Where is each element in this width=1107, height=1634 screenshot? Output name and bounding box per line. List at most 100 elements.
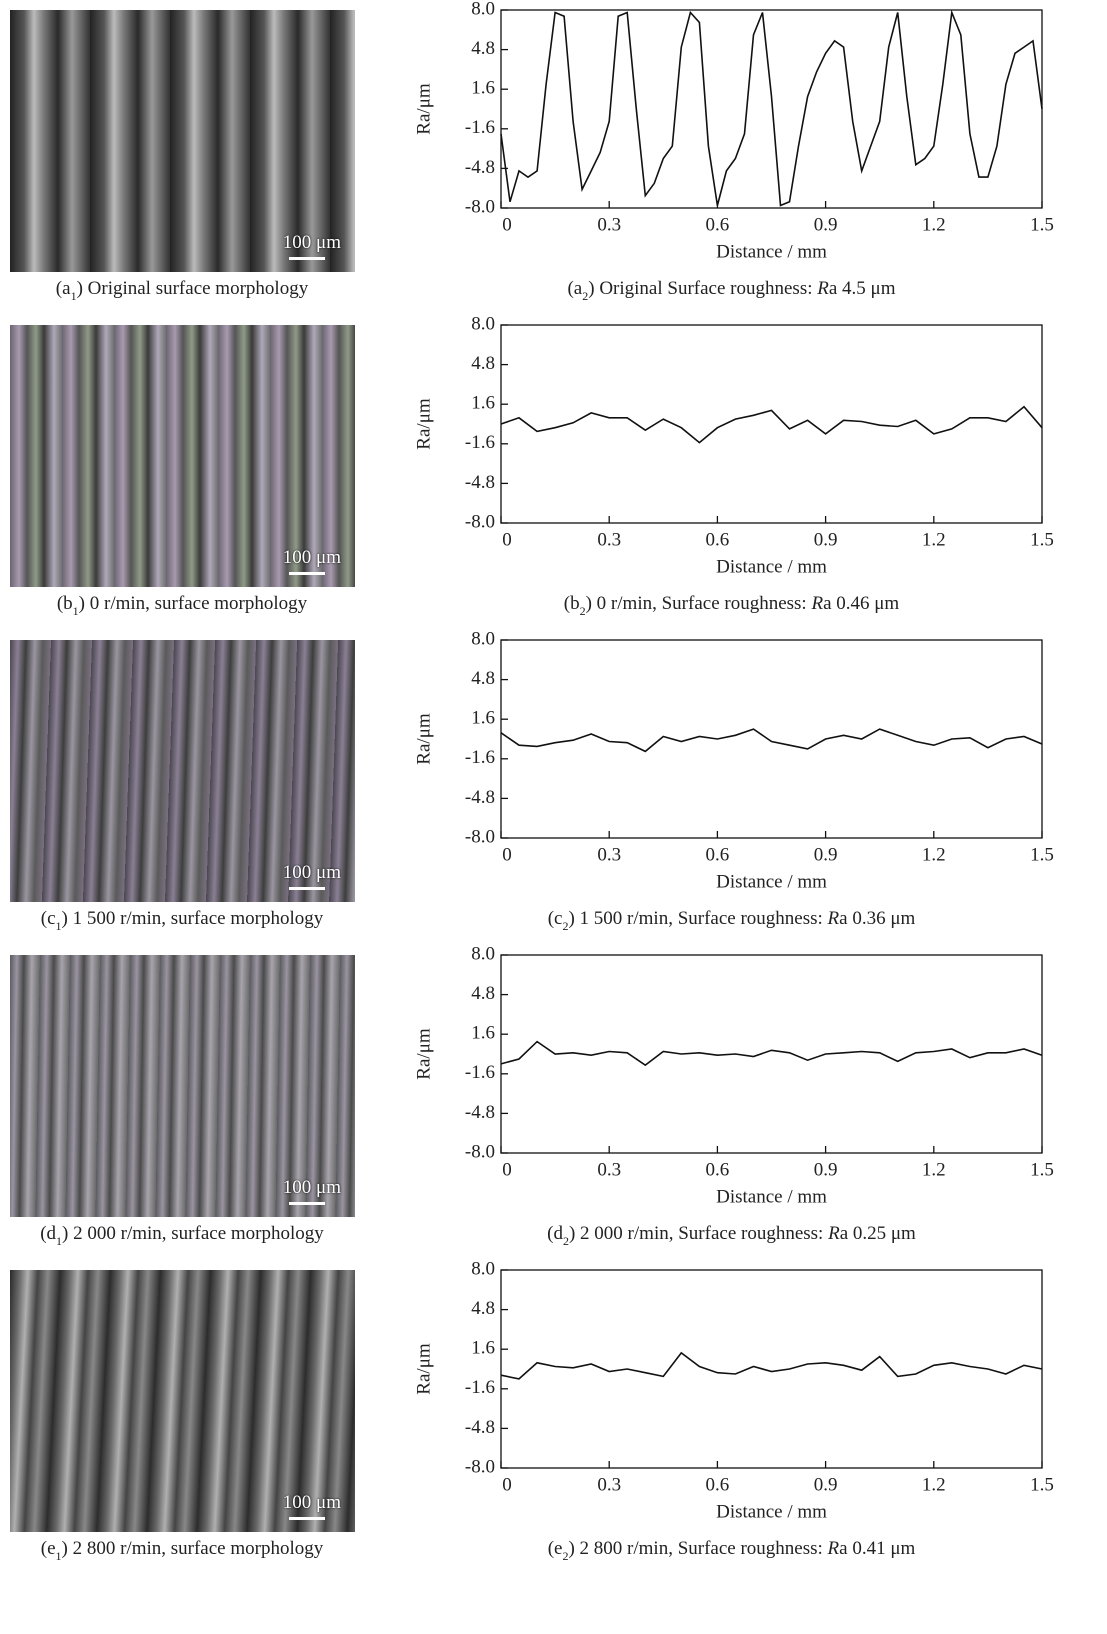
- caption-part: ) 0 r/min, Surface roughness:: [586, 593, 812, 614]
- x-tick-label: 0.3: [597, 1159, 621, 1180]
- x-tick-label: 1.2: [922, 214, 946, 235]
- caption-part: R: [827, 908, 840, 929]
- caption-part: 1: [56, 1549, 62, 1563]
- caption: (e1) 2 800 r/min, surface morphology: [41, 1538, 324, 1562]
- caption-part: R: [810, 593, 823, 614]
- caption-part: 1: [71, 289, 77, 303]
- profile-line: [500, 1040, 1043, 1067]
- x-tick-label: 1.2: [922, 1159, 946, 1180]
- x-axis-label: Distance / mm: [716, 1186, 827, 1207]
- caption: (b2) 0 r/min, Surface roughness: Ra 0.46…: [564, 593, 900, 617]
- caption-part: (c: [41, 908, 56, 929]
- x-axis-label: Distance / mm: [716, 1501, 827, 1522]
- y-tick-label: 1.6: [471, 78, 495, 99]
- y-tick-label: 8.0: [471, 943, 495, 964]
- caption-part: (d: [547, 1223, 563, 1244]
- y-tick-label: 1.6: [471, 708, 495, 729]
- scale-bar: [289, 887, 325, 890]
- caption-part: ) 2 800 r/min, Surface roughness:: [568, 1538, 827, 1559]
- caption-part: R: [827, 1223, 840, 1244]
- x-tick-label: 1.5: [1030, 529, 1054, 550]
- plot-frame: [500, 954, 1043, 1154]
- caption-part: (e: [41, 1538, 56, 1559]
- scale-bar: [289, 1517, 325, 1520]
- caption: (c2) 1 500 r/min, Surface roughness: Ra …: [548, 908, 916, 932]
- x-tick-label: 0.3: [597, 529, 621, 550]
- y-tick-label: 4.8: [471, 668, 495, 689]
- x-tick-label: 1.5: [1030, 1474, 1054, 1495]
- profile-line: [500, 405, 1043, 444]
- caption-part: 2: [580, 604, 586, 618]
- scale-label: 100 μm: [282, 1177, 341, 1198]
- scale-label: 100 μm: [282, 232, 341, 253]
- scale-bar: [289, 572, 325, 575]
- x-tick-label: 1.2: [922, 844, 946, 865]
- y-tick-label: -1.6: [465, 117, 495, 138]
- caption-part: a 0.25 μm: [840, 1223, 916, 1244]
- y-tick-label: 4.8: [471, 1298, 495, 1319]
- scale-bar: [289, 1202, 325, 1205]
- y-axis-label: Ra/μm: [413, 1343, 434, 1395]
- caption-part: R: [827, 1538, 840, 1559]
- x-axis-label: Distance / mm: [716, 241, 827, 262]
- caption-part: (a: [56, 278, 71, 299]
- y-tick-label: -8.0: [465, 1456, 495, 1477]
- caption: (d1) 2 000 r/min, surface morphology: [40, 1223, 324, 1247]
- x-axis-label: Distance / mm: [716, 871, 827, 892]
- x-tick-label: 0.6: [706, 844, 730, 865]
- caption-part: 2: [582, 289, 588, 303]
- caption-part: ) Original surface morphology: [77, 278, 309, 299]
- caption: (c1) 1 500 r/min, surface morphology: [41, 908, 324, 932]
- caption-part: (e: [548, 1538, 563, 1559]
- x-tick-label: 0.3: [597, 214, 621, 235]
- y-axis-label: Ra/μm: [413, 83, 434, 135]
- y-tick-label: -8.0: [465, 196, 495, 217]
- x-tick-label: 0: [502, 1474, 512, 1495]
- caption-part: ) 1 500 r/min, Surface roughness:: [568, 908, 827, 929]
- y-tick-label: -4.8: [465, 1102, 495, 1123]
- x-tick-label: 0: [502, 214, 512, 235]
- y-tick-label: -1.6: [465, 747, 495, 768]
- y-tick-label: 8.0: [471, 1258, 495, 1279]
- x-tick-label: 1.5: [1030, 1159, 1054, 1180]
- x-tick-label: 1.2: [922, 529, 946, 550]
- caption-part: ) 2 800 r/min, surface morphology: [62, 1538, 324, 1559]
- y-axis-label: Ra/μm: [413, 1028, 434, 1080]
- profile-line: [500, 728, 1043, 753]
- y-tick-label: -1.6: [465, 432, 495, 453]
- x-tick-label: 0.3: [597, 844, 621, 865]
- scale-label: 100 μm: [282, 1492, 341, 1513]
- caption-part: a 0.36 μm: [839, 908, 915, 929]
- caption-part: ) 2 000 r/min, Surface roughness:: [569, 1223, 828, 1244]
- y-tick-label: -4.8: [465, 787, 495, 808]
- y-tick-label: 4.8: [471, 38, 495, 59]
- caption-part: ) 1 500 r/min, surface morphology: [62, 908, 324, 929]
- micrograph: 100 μm: [10, 640, 355, 902]
- y-tick-label: 8.0: [471, 628, 495, 649]
- y-tick-label: 1.6: [471, 1023, 495, 1044]
- x-tick-label: 0.6: [706, 1159, 730, 1180]
- x-tick-label: 0.9: [814, 844, 838, 865]
- caption-part: (b: [564, 593, 580, 614]
- x-tick-label: 0.6: [706, 214, 730, 235]
- y-tick-label: -8.0: [465, 511, 495, 532]
- caption-part: (b: [57, 593, 73, 614]
- y-axis-label: Ra/μm: [413, 713, 434, 765]
- caption: (a1) Original surface morphology: [56, 278, 309, 302]
- caption-part: (c: [548, 908, 563, 929]
- caption-part: ) 2 000 r/min, surface morphology: [62, 1223, 324, 1244]
- caption-part: a 0.46 μm: [823, 593, 899, 614]
- x-tick-label: 1.2: [922, 1474, 946, 1495]
- micrograph: 100 μm: [10, 1270, 355, 1532]
- x-tick-label: 0: [502, 844, 512, 865]
- x-tick-label: 0.9: [814, 1474, 838, 1495]
- y-tick-label: -4.8: [465, 472, 495, 493]
- y-tick-label: -8.0: [465, 826, 495, 847]
- profile-line: [500, 1351, 1043, 1380]
- micrograph: 100 μm: [10, 10, 355, 272]
- x-tick-label: 0.3: [597, 1474, 621, 1495]
- y-tick-label: -1.6: [465, 1377, 495, 1398]
- y-tick-label: 1.6: [471, 393, 495, 414]
